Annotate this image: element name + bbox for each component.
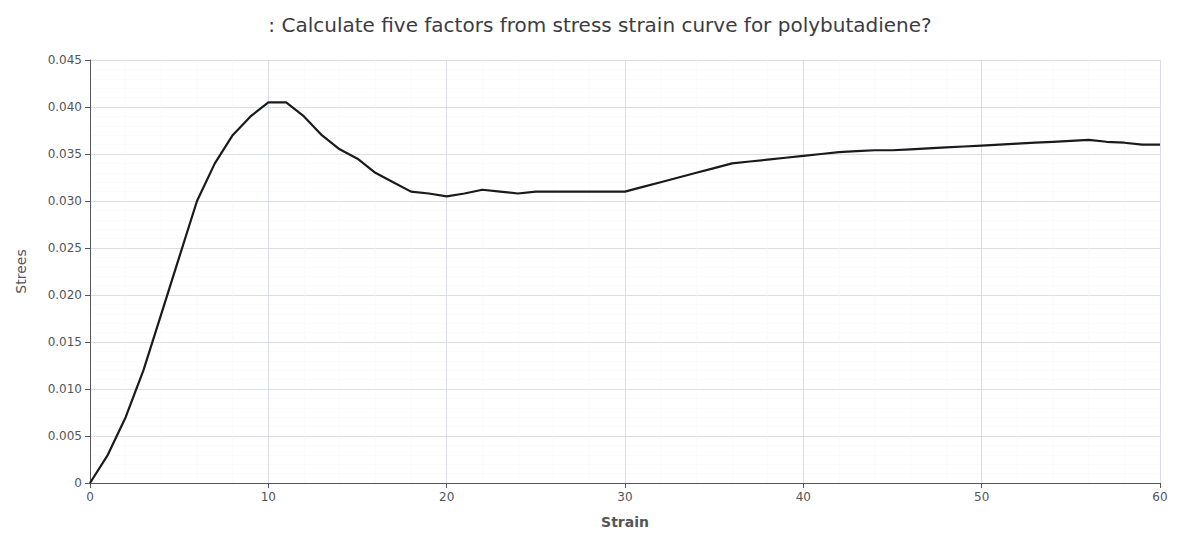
svg-text:0.020: 0.020 — [48, 288, 82, 302]
svg-text:0.025: 0.025 — [48, 241, 82, 255]
svg-text:0: 0 — [74, 476, 82, 490]
svg-text:40: 40 — [796, 490, 811, 504]
svg-text:0: 0 — [86, 490, 94, 504]
svg-text:Strain: Strain — [601, 514, 649, 530]
svg-text:: Calculate five factors from: : Calculate five factors from stress str… — [268, 13, 931, 37]
svg-text:10: 10 — [261, 490, 276, 504]
svg-text:0.030: 0.030 — [48, 194, 82, 208]
svg-text:30: 30 — [617, 490, 632, 504]
svg-text:0.035: 0.035 — [48, 147, 82, 161]
svg-text:0.015: 0.015 — [48, 335, 82, 349]
svg-text:0.040: 0.040 — [48, 100, 82, 114]
svg-text:0.010: 0.010 — [48, 382, 82, 396]
svg-text:50: 50 — [974, 490, 989, 504]
svg-text:Strees: Strees — [13, 249, 29, 293]
svg-text:20: 20 — [439, 490, 454, 504]
svg-text:0.045: 0.045 — [48, 53, 82, 67]
svg-text:60: 60 — [1152, 490, 1167, 504]
svg-text:0.005: 0.005 — [48, 429, 82, 443]
